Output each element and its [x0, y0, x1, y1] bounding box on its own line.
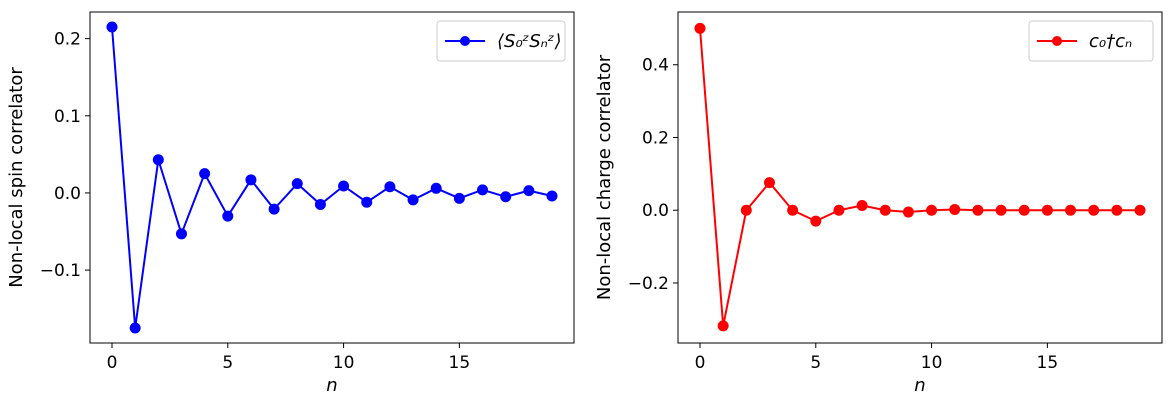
legend-box	[436, 20, 566, 62]
data-point	[129, 322, 141, 334]
data-point	[949, 204, 961, 216]
data-point	[268, 203, 280, 215]
data-point	[902, 206, 914, 218]
data-point	[740, 204, 752, 216]
series-line	[699, 28, 1140, 327]
x-axis-label: n	[914, 375, 925, 396]
y-axis-label: Non-local spin correlator	[6, 67, 27, 288]
data-point	[995, 204, 1007, 216]
data-point	[453, 192, 465, 204]
y-tick-label: 0.2	[642, 128, 669, 148]
data-point	[1111, 204, 1123, 216]
y-tick-label: 0.2	[54, 30, 81, 50]
legend: ⟨S₀ᶻSₙᶻ⟩	[436, 20, 566, 62]
x-tick-label: 10	[921, 353, 943, 373]
x-tick-label: 0	[107, 353, 118, 373]
data-point	[106, 21, 118, 33]
legend-label: c₀†cₙ	[1089, 31, 1132, 52]
x-tick-label: 5	[222, 353, 233, 373]
data-point	[787, 204, 799, 216]
data-point	[1018, 204, 1030, 216]
legend-marker	[1052, 36, 1062, 46]
data-point	[500, 191, 512, 203]
data-point	[1134, 204, 1146, 216]
data-point	[430, 182, 442, 194]
data-point	[407, 194, 419, 206]
data-point	[291, 178, 303, 190]
y-axis-label: Non-local charge correlator	[594, 54, 615, 300]
data-point	[222, 210, 234, 222]
data-point	[314, 199, 326, 211]
y-tick-label: −0.2	[628, 274, 669, 294]
plot-frame	[89, 11, 575, 344]
legend: c₀†cₙ	[1028, 20, 1154, 62]
legend-box	[1028, 20, 1154, 62]
y-tick-label: 0.0	[54, 184, 81, 204]
legend-label: ⟨S₀ᶻSₙᶻ⟩	[497, 31, 561, 52]
data-point	[810, 215, 822, 227]
y-tick-label: −0.1	[40, 261, 81, 281]
y-tick-label: 0.1	[54, 107, 81, 127]
subplot-1: 0 5 10 15 −0.1 0.0 0.1 0.2 n Non-local spin corre…	[6, 11, 575, 396]
data-point	[361, 196, 373, 208]
plot-frame	[677, 11, 1163, 344]
x-tick-label: 0	[695, 353, 706, 373]
data-point	[152, 154, 164, 166]
data-point	[763, 177, 775, 189]
x-axis-label: n	[326, 375, 337, 396]
data-point	[477, 184, 489, 196]
data-point	[1041, 204, 1053, 216]
x-tick-label: 10	[333, 353, 355, 373]
data-point	[879, 204, 891, 216]
data-point	[245, 174, 257, 186]
x-tick-label: 5	[810, 353, 821, 373]
subplot-2: 0 5 10 15 −0.2 0.0 0.2 0.4 n Non-local charge cor…	[594, 11, 1163, 396]
data-point	[338, 180, 350, 192]
data-point	[384, 181, 396, 193]
data-point	[972, 204, 984, 216]
data-point	[546, 190, 558, 202]
x-tick-label: 15	[1037, 353, 1059, 373]
data-point	[175, 228, 187, 240]
data-point	[926, 204, 938, 216]
x-tick-label: 15	[449, 353, 471, 373]
y-tick-label: 0.0	[642, 201, 669, 221]
data-point	[199, 168, 211, 180]
data-point	[1088, 204, 1100, 216]
data-point	[523, 185, 535, 197]
y-tick-label: 0.4	[642, 56, 669, 76]
data-point	[833, 204, 845, 216]
series-line	[111, 26, 553, 329]
legend-marker	[460, 36, 470, 46]
data-point	[717, 320, 729, 332]
data-point	[1065, 204, 1077, 216]
data-point	[856, 200, 868, 212]
data-point	[694, 22, 706, 34]
